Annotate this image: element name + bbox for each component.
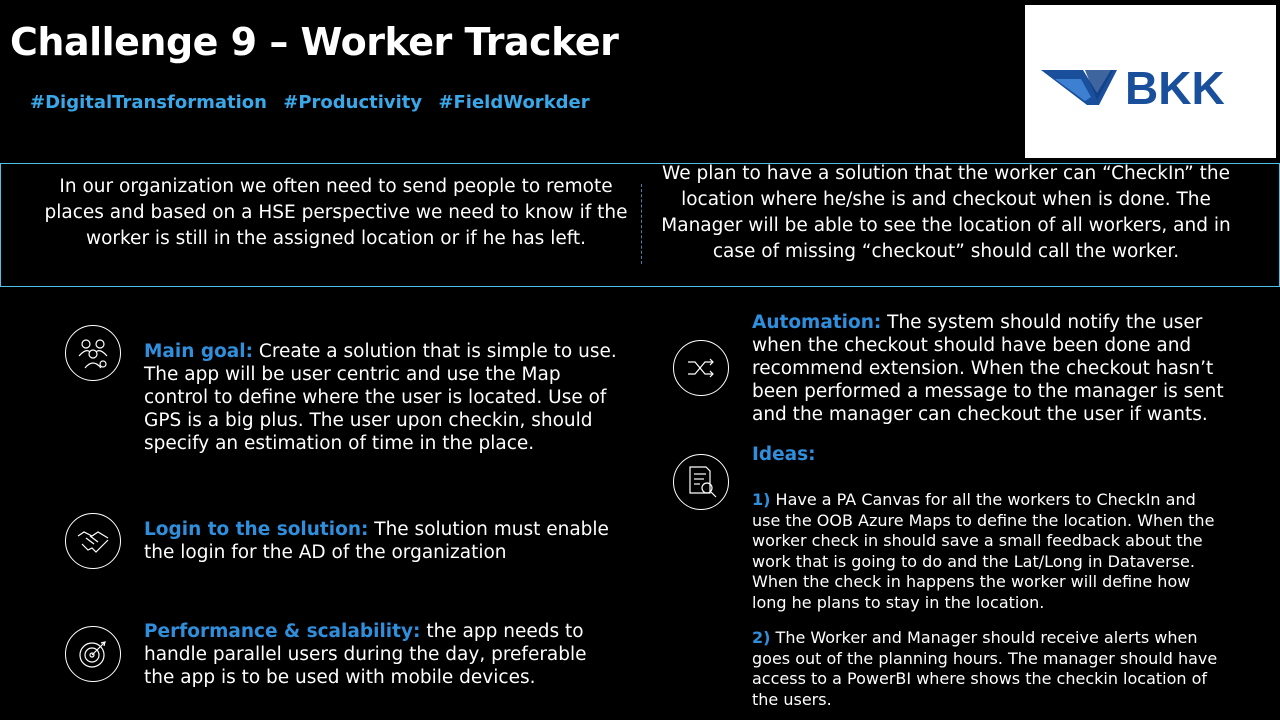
main-goal-text: Create a solution that is simple to use.… (144, 341, 617, 454)
solution-statement: We plan to have a solution that the work… (661, 163, 1231, 262)
divider (641, 184, 642, 264)
login-section: Login to the solution: The solution must… (144, 518, 619, 564)
page-title: Challenge 9 – Worker Tracker (10, 20, 619, 64)
idea-text: Have a PA Canvas for all the workers to … (752, 490, 1215, 612)
hashtags: #DigitalTransformation #Productivity #Fi… (30, 92, 600, 113)
performance-label: Performance & scalability: (144, 621, 421, 642)
automation-text: The system should notify the user when t… (752, 312, 1224, 425)
performance-text: the app needs to handle parallel users d… (144, 621, 587, 688)
document-search-icon (673, 454, 729, 510)
performance-section: Performance & scalability: the app needs… (144, 620, 619, 689)
logo-text: BKK (1125, 62, 1225, 114)
hashtag: #Productivity (283, 92, 423, 113)
idea-number: 2) (752, 628, 771, 647)
ideas-heading: Ideas: (752, 443, 816, 466)
handshake-icon (65, 513, 121, 569)
idea-item: 2) The Worker and Manager should receive… (752, 628, 1227, 710)
idea-item: 1) Have a PA Canvas for all the workers … (752, 490, 1227, 613)
shuffle-icon (673, 340, 729, 396)
login-label: Login to the solution: (144, 519, 369, 540)
ideas-label: Ideas: (752, 444, 816, 465)
idea-number: 1) (752, 490, 771, 509)
main-goal-section: Main goal: Create a solution that is sim… (144, 340, 619, 455)
company-logo: BKK (1025, 5, 1276, 158)
idea-text: The Worker and Manager should receive al… (752, 628, 1218, 709)
automation-section: Automation: The system should notify the… (752, 311, 1242, 426)
main-goal-label: Main goal: (144, 341, 254, 362)
login-text: The solution must enable the login for t… (144, 519, 609, 563)
hashtag: #FieldWorkder (438, 92, 590, 113)
intro-banner: In our organization we often need to sen… (0, 163, 1280, 287)
automation-label: Automation: (752, 312, 882, 333)
target-icon (65, 626, 121, 682)
team-icon (65, 325, 121, 381)
problem-statement: In our organization we often need to sen… (44, 176, 628, 249)
hashtag: #DigitalTransformation (30, 92, 267, 113)
